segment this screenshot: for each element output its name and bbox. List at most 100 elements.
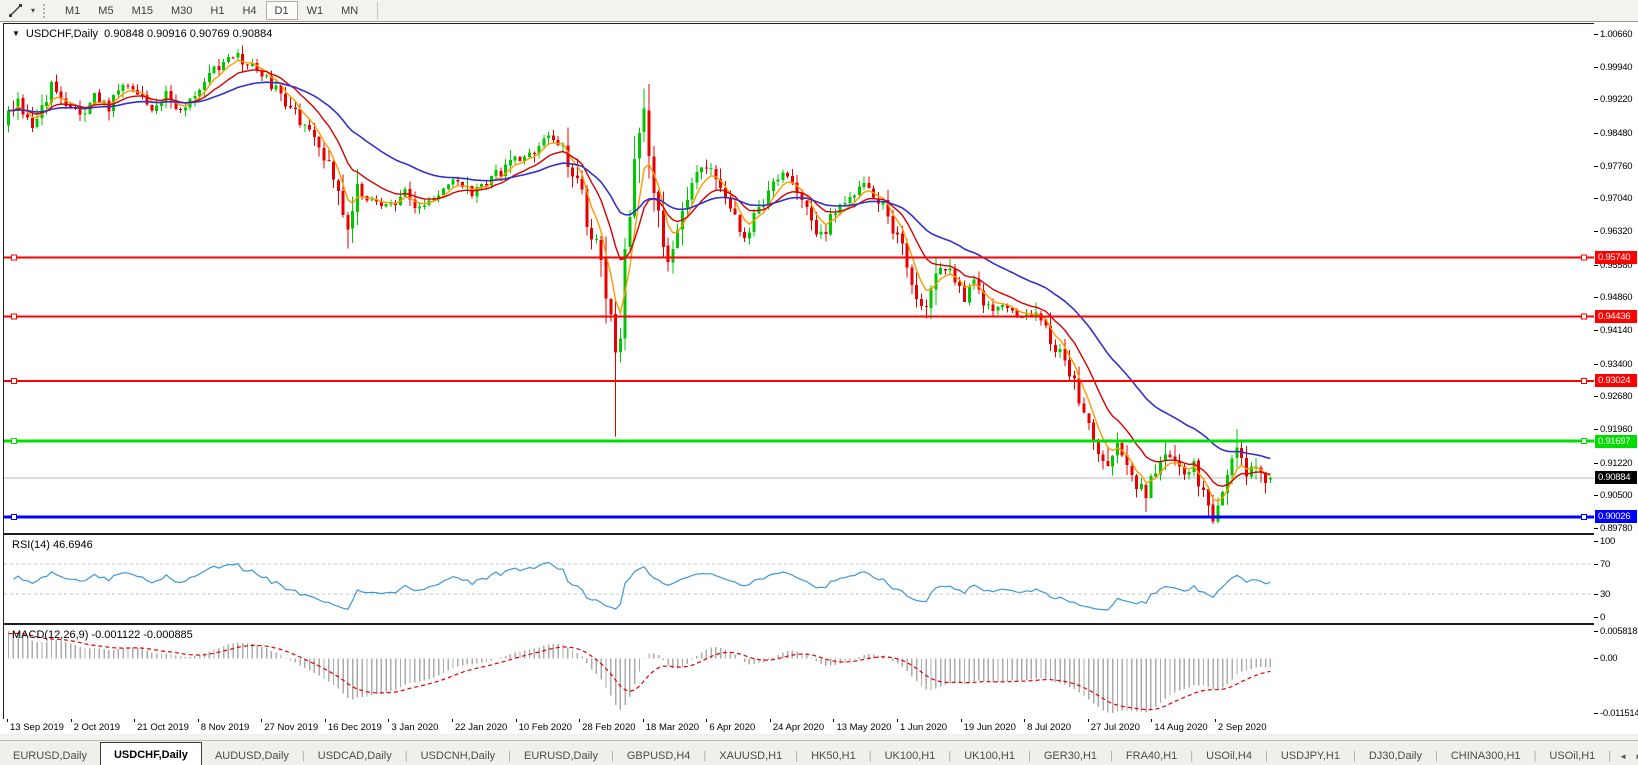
hline-0.95740[interactable] <box>4 254 1594 261</box>
price-axis-tick <box>1594 528 1598 530</box>
chart-tab-gbpusdh4[interactable]: GBPUSD,H4 <box>626 750 691 762</box>
price-axis-label: 0.96320 <box>1600 226 1633 238</box>
time-axis-tick <box>1214 719 1216 722</box>
rsi-chart-canvas[interactable] <box>4 535 1594 623</box>
hline-0.90026[interactable] <box>4 513 1594 520</box>
tab-separator: | <box>1435 750 1438 762</box>
rsi-indicator-pane[interactable]: RSI(14) 46.6946 <box>3 534 1595 624</box>
time-axis-label: 27 Nov 2019 <box>264 722 319 733</box>
chart-tab-usdcnhdaily[interactable]: USDCNH,Daily <box>420 750 496 762</box>
chart-tab-usdchfdaily[interactable]: USDCHF,Daily <box>99 742 202 765</box>
macd-signal-line <box>8 632 1271 711</box>
chart-tab-usdjpyh1[interactable]: USDJPY,H1 <box>1280 750 1340 762</box>
timeframe-button-group: M1 M5 M15 M30 H1 H4 D1 W1 MN <box>56 1 367 20</box>
price-axis-label: 0.94140 <box>1600 325 1633 337</box>
price-axis-label: 0.92680 <box>1600 391 1633 403</box>
price-axis[interactable]: 1.00660 0.99940 0.99220 0.98480 0.97760 0.970… <box>1594 22 1638 765</box>
macd-axis-label: 0.005818 <box>1600 626 1638 637</box>
timeframe-button-d1[interactable]: D1 <box>265 1 298 20</box>
line-tool-glyph <box>8 4 22 17</box>
price-axis-label: 0.98480 <box>1600 127 1633 139</box>
rsi-axis-label: 0 <box>1600 612 1605 623</box>
chart-tab-xauusdh1[interactable]: XAUUSD,H1 <box>719 750 783 762</box>
time-axis-tick <box>7 719 8 722</box>
rsi-axis-tick <box>1594 563 1598 565</box>
time-axis-label: 2 Oct 2019 <box>73 722 121 733</box>
chart-tab-usdcaddaily[interactable]: USDCAD,Daily <box>317 750 392 762</box>
price-chart-canvas[interactable] <box>4 24 1594 533</box>
chart-tab-uk100h1[interactable]: UK100,H1 <box>884 750 936 762</box>
chart-tab-eurusddaily[interactable]: EURUSD,Daily <box>524 750 598 762</box>
price-axis-tick <box>1594 132 1598 134</box>
chart-tab-ger30h1[interactable]: GER30,H1 <box>1043 750 1098 762</box>
price-axis-label: 0.97760 <box>1600 160 1633 172</box>
price-axis-label: 0.91220 <box>1600 457 1633 469</box>
chart-tab-audusddaily[interactable]: AUDUSD,Daily <box>214 750 289 762</box>
hline-price-tag: 0.91697 <box>1595 434 1637 448</box>
toolbar-grip-handle[interactable] <box>43 3 50 18</box>
timeframe-toolbar: ▾ M1 M5 M15 M30 H1 H4 D1 W1 MN <box>0 0 1638 22</box>
time-axis-label: 28 Feb 2020 <box>582 722 636 733</box>
price-axis-tick <box>1594 330 1598 332</box>
chart-tab-eurusddaily[interactable]: EURUSD,Daily <box>13 750 87 762</box>
collapse-pane-icon[interactable]: ▼ <box>12 29 20 38</box>
rsi-axis-tick <box>1594 541 1598 542</box>
moving-average-13[interactable] <box>8 69 1271 488</box>
chart-tab-fra40h1[interactable]: FRA40,H1 <box>1125 750 1178 762</box>
price-axis-tick <box>1594 429 1598 431</box>
chart-tab-hk50h1[interactable]: HK50,H1 <box>811 750 856 762</box>
tab-scroll-left-icon[interactable]: ◄ <box>1619 751 1628 761</box>
rsi-line <box>12 561 1271 611</box>
moving-average-34[interactable] <box>8 81 1271 460</box>
time-axis[interactable]: 13 Sep 2019 2 Oct 2019 21 Oct 2019 8 Nov 20… <box>3 719 1595 734</box>
timeframe-button-h4[interactable]: H4 <box>242 4 257 17</box>
timeframe-button-m1[interactable]: M1 <box>65 4 81 17</box>
chart-tab-uk100h1[interactable]: UK100,H1 <box>964 750 1015 762</box>
time-axis-label: 8 Nov 2019 <box>200 722 250 733</box>
tool-dropdown-caret-icon[interactable]: ▾ <box>30 6 35 15</box>
timeframe-button-mn[interactable]: MN <box>341 4 359 17</box>
price-axis-label: 0.91960 <box>1600 424 1633 436</box>
main-price-pane[interactable]: ▼ USDCHF,Daily 0.90848 0.90916 0.90769 0.… <box>3 23 1595 534</box>
price-axis-label: 0.90500 <box>1600 490 1633 502</box>
chart-tab-usoilh4[interactable]: USOil,H4 <box>1206 750 1252 762</box>
chart-tab-dj30daily[interactable]: DJ30,Daily <box>1368 750 1422 762</box>
price-axis-label: 0.97040 <box>1600 193 1633 205</box>
hline-0.94436[interactable] <box>4 313 1594 320</box>
time-axis-tick <box>1151 719 1153 722</box>
hline-0.93024[interactable] <box>4 377 1594 384</box>
moving-average-5[interactable] <box>8 59 1271 502</box>
price-axis-tick <box>1594 33 1598 35</box>
timeframe-button-m5[interactable]: M5 <box>98 4 114 17</box>
tab-separator: | <box>1190 750 1194 762</box>
macd-axis-tick <box>1594 631 1598 632</box>
price-axis-tick <box>1594 396 1598 398</box>
price-axis-label: 1.00660 <box>1600 28 1633 40</box>
macd-chart-canvas[interactable] <box>4 625 1594 719</box>
chart-symbol-label: USDCHF,Daily <box>25 28 99 40</box>
tab-separator: | <box>1028 750 1031 762</box>
candles-series <box>7 45 1272 524</box>
timeframe-button-m15[interactable]: M15 <box>131 4 153 17</box>
price-axis-tick <box>1594 165 1598 167</box>
chart-tab-bar: EURUSD,Daily USDCHF,Daily AUDUSD,Daily | USD… <box>0 740 1638 765</box>
price-axis-label: 0.89780 <box>1600 523 1633 535</box>
tab-scroll-right-icon[interactable]: ► <box>1631 752 1638 761</box>
hline-0.91697[interactable] <box>4 438 1594 444</box>
time-axis-label: 22 Jan 2020 <box>455 722 508 733</box>
chart-tab-usoilh1[interactable]: USOil,H1 <box>1549 750 1596 762</box>
tab-separator: | <box>868 750 872 762</box>
timeframe-button-h1[interactable]: H1 <box>210 4 225 17</box>
price-axis-tick <box>1594 66 1598 68</box>
time-axis-tick <box>769 719 771 722</box>
rsi-axis-label: 70 <box>1600 558 1610 570</box>
chart-tab-china300h1[interactable]: CHINA300,H1 <box>1450 750 1521 762</box>
tab-separator: | <box>404 750 408 762</box>
time-axis-tick <box>1024 719 1026 722</box>
macd-indicator-pane[interactable]: MACD(12,26,9) -0.001122 -0.000885 <box>3 624 1595 720</box>
timeframe-button-m30[interactable]: M30 <box>170 4 193 17</box>
rsi-label: RSI(14) 46.6946 <box>12 539 93 551</box>
line-tool-icon[interactable] <box>3 2 27 19</box>
timeframe-button-w1[interactable]: W1 <box>306 4 324 17</box>
